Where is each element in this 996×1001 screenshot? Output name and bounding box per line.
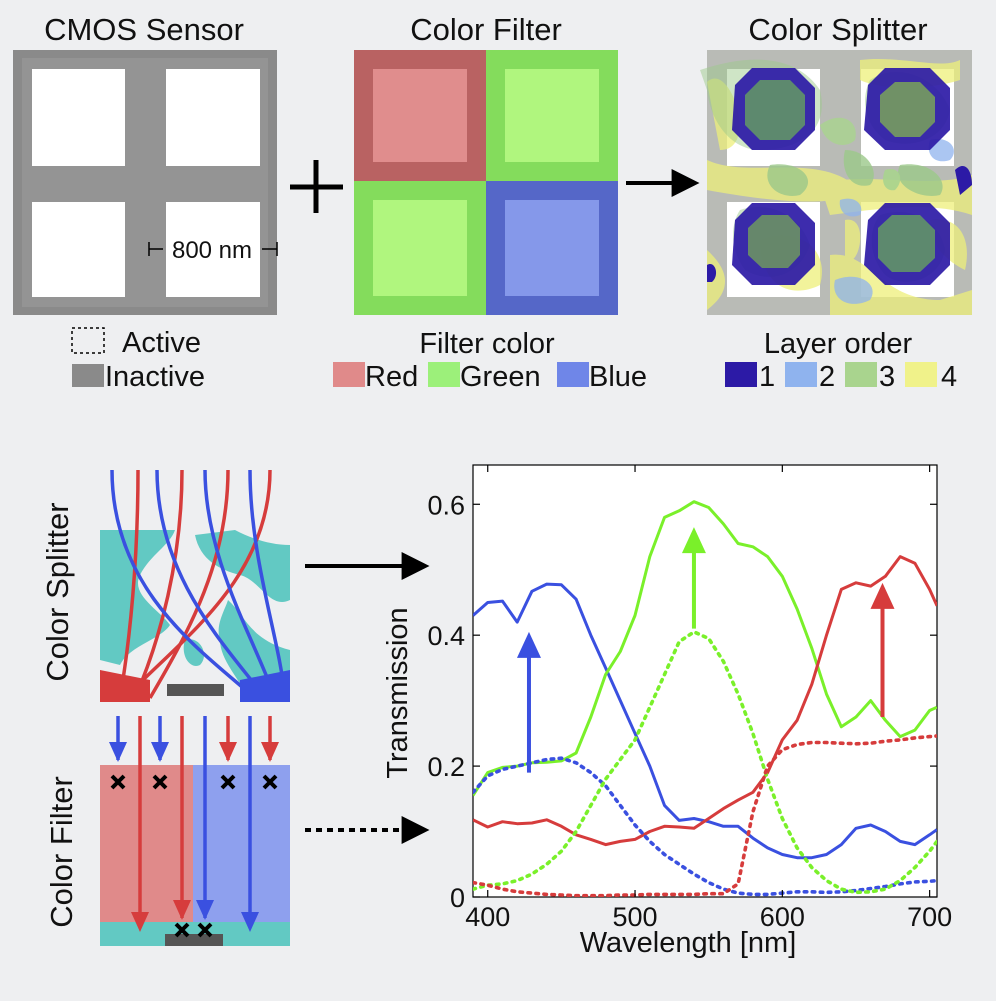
filter-cell-green-tr-inner bbox=[505, 69, 599, 162]
series-green-solid bbox=[473, 500, 937, 797]
ray-blue-1 bbox=[110, 469, 257, 700]
arrow-red bbox=[870, 582, 895, 717]
splitter-panel: Color Splitter bbox=[700, 12, 972, 393]
y-tick-label: 0.6 bbox=[427, 490, 465, 520]
filter-label-red: Red bbox=[365, 361, 418, 393]
splitter-label-2: 2 bbox=[819, 361, 835, 393]
splitter-label-4: 4 bbox=[941, 361, 957, 393]
legend-label-inactive: Inactive bbox=[105, 361, 205, 393]
filter-ray-arrowheads bbox=[109, 742, 279, 932]
cmos-pixel-tl bbox=[32, 69, 125, 166]
splitter-swatch-1 bbox=[725, 362, 757, 387]
cmos-pixel-br bbox=[166, 202, 260, 297]
series-blue-dotted bbox=[473, 756, 937, 897]
plot-area bbox=[472, 464, 938, 898]
y-tick-label: 0 bbox=[450, 883, 465, 913]
filter-label-blue: Blue bbox=[589, 361, 647, 393]
cmos-pixel-tr bbox=[166, 69, 260, 166]
plot-ticks: 400 500 600 700 0 0.2 0.4 0.6 bbox=[427, 465, 952, 932]
plot-arrows bbox=[516, 527, 895, 773]
filter-cell-green-bl-inner bbox=[373, 200, 467, 296]
filter-layer-blue bbox=[193, 765, 290, 922]
filter-swatch-blue bbox=[557, 362, 589, 387]
filter-cell-red-inner bbox=[373, 69, 467, 162]
arrow-blue bbox=[516, 631, 541, 773]
splitter-swatch-3 bbox=[845, 362, 877, 387]
plus-operator bbox=[290, 160, 343, 213]
splitter-structure bbox=[100, 530, 290, 700]
cmos-panel: CMOS Sensor 800 nm Active Inactive bbox=[13, 12, 278, 393]
series-red-solid bbox=[473, 555, 937, 847]
splitter-ray-diagram bbox=[100, 469, 290, 702]
y-axis-label: Transmission bbox=[382, 607, 414, 778]
filter-pixel bbox=[165, 934, 223, 946]
x-tick-label: 400 bbox=[465, 902, 510, 932]
ray-red-2 bbox=[133, 469, 184, 699]
y-tick-label: 0.2 bbox=[427, 752, 465, 782]
splitter-label-1: 1 bbox=[759, 361, 775, 393]
filter-label-green: Green bbox=[460, 361, 541, 393]
series-blue-solid bbox=[473, 582, 937, 860]
legend-swatch-inactive bbox=[72, 364, 104, 387]
ray-red-4 bbox=[123, 469, 272, 700]
legend-swatch-active bbox=[71, 327, 105, 354]
ray-red-3 bbox=[148, 469, 230, 699]
filter-swatch-red bbox=[333, 362, 365, 387]
scale-bar-label: 800 nm bbox=[172, 237, 252, 264]
cmos-title: CMOS Sensor bbox=[44, 12, 244, 47]
side-label-filter: Color Filter bbox=[44, 776, 79, 928]
splitter-label-3: 3 bbox=[879, 361, 895, 393]
arrowheads-red bbox=[100, 670, 150, 702]
arrow-green bbox=[681, 527, 706, 629]
splitter-title: Color Splitter bbox=[748, 12, 927, 47]
scale-bar: 800 nm bbox=[148, 237, 278, 264]
splitter-swatch-2 bbox=[785, 362, 817, 387]
filter-cell-blue-inner bbox=[505, 200, 599, 296]
splitter-swatch-4 bbox=[905, 362, 937, 387]
filter-layer-red bbox=[100, 765, 193, 922]
filter-swatch-green bbox=[428, 362, 460, 387]
arrowheads-blue bbox=[240, 670, 290, 702]
x-tick-label: 500 bbox=[613, 902, 658, 932]
plot-series bbox=[473, 500, 937, 897]
filter-title: Color Filter bbox=[410, 12, 562, 47]
cmos-pixel-bl bbox=[32, 202, 125, 297]
y-tick-label: 0.4 bbox=[427, 621, 465, 651]
transmission-plot: 400 500 600 700 0 0.2 0.4 0.6 Wavelength [nm] T… bbox=[382, 464, 952, 959]
series-red-dotted bbox=[473, 734, 937, 897]
x-axis-label: Wavelength [nm] bbox=[580, 927, 797, 959]
filter-ray-diagram bbox=[100, 716, 290, 946]
x-tick-label: 700 bbox=[907, 902, 952, 932]
splitter-legend-title: Layer order bbox=[764, 328, 913, 360]
splitter-layer-overlay bbox=[707, 80, 972, 282]
filter-panel: Color Filter Filter color Red Green Blue bbox=[333, 12, 647, 393]
splitter-pixel bbox=[167, 684, 224, 696]
series-green-dotted bbox=[473, 630, 937, 895]
side-label-splitter: Color Splitter bbox=[40, 502, 75, 681]
filter-rays bbox=[116, 716, 272, 925]
x-tick-label: 600 bbox=[760, 902, 805, 932]
filter-block-marks bbox=[110, 774, 278, 938]
filter-legend-title: Filter color bbox=[419, 328, 555, 360]
legend-label-active: Active bbox=[122, 327, 201, 359]
